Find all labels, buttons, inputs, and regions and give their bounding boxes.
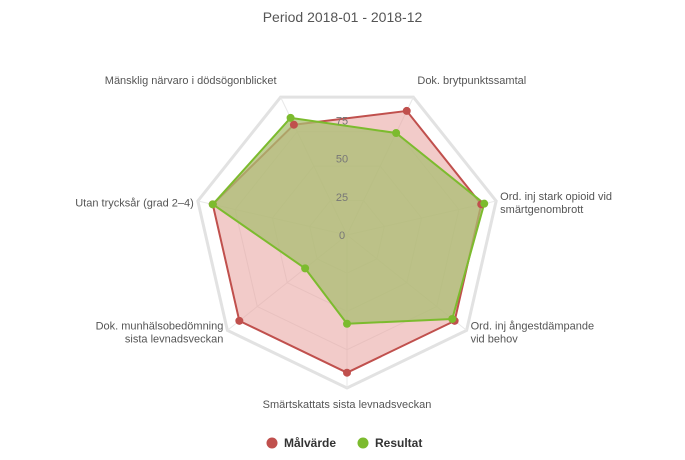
chart-title: Period 2018-01 - 2018-12	[263, 9, 423, 25]
data-point-malvarde	[343, 368, 351, 377]
data-point-resultat	[208, 200, 217, 209]
legend-item: Målvärde	[266, 436, 336, 450]
axis-label: Ord. inj stark opioid vid smärtgenombrott	[500, 191, 612, 216]
legend-label: Resultat	[375, 436, 422, 450]
axis-label-line: Mänsklig närvaro i dödsögonblicket	[105, 75, 277, 87]
tick-label: 25	[336, 192, 348, 204]
axis-label-line: smärtgenombrott	[500, 204, 583, 216]
data-point-resultat	[301, 264, 310, 273]
axis-label: Mänsklig närvaro i dödsögonblicket	[105, 75, 277, 87]
data-point-resultat	[286, 113, 295, 122]
data-point-resultat	[480, 199, 489, 208]
axis-label: Dok. brytpunktssamtal	[417, 75, 526, 87]
legend: Målvärde Resultat	[266, 436, 422, 450]
radar-series	[208, 106, 489, 377]
legend-marker	[266, 437, 278, 449]
legend-marker	[357, 437, 369, 449]
axis-label-line: Ord. inj ångestdämpande	[471, 320, 595, 332]
data-point-malvarde	[235, 316, 244, 325]
data-point-malvarde	[289, 120, 298, 129]
data-point-resultat	[392, 128, 401, 137]
axis-label: Smärtskattats sista levnadsveckan	[263, 399, 432, 411]
data-point-malvarde	[402, 106, 411, 115]
radial-tick-labels: 0 25 50 75	[336, 115, 348, 242]
grid-ring	[196, 95, 498, 390]
axis-label-line: sista levnadsveckan	[125, 333, 223, 345]
legend-label: Målvärde	[284, 436, 336, 450]
axis-label: Dok. munhälsobedömning sista levnadsvecka…	[96, 320, 224, 345]
axis-label-line: Dok. brytpunktssamtal	[417, 75, 526, 87]
tick-label: 0	[339, 230, 345, 242]
axis-label-line: Dok. munhälsobedömning	[96, 320, 224, 332]
axis-label-line: Utan trycksår (grad 2–4)	[75, 197, 194, 209]
data-point-resultat	[343, 319, 351, 328]
series-area-resultat	[211, 116, 486, 325]
axis-label: Utan trycksår (grad 2–4)	[75, 197, 194, 209]
legend-item: Resultat	[357, 436, 422, 450]
axis-label-line: Smärtskattats sista levnadsveckan	[263, 399, 432, 411]
tick-label: 75	[336, 115, 348, 127]
axis-label-line: vid behov	[471, 333, 519, 345]
tick-label: 50	[336, 154, 348, 166]
axis-label-line: Ord. inj stark opioid vid	[500, 191, 612, 203]
data-point-resultat	[448, 314, 457, 323]
axis-category-labels: Dok. brytpunktssamtal Ord. inj stark opio…	[75, 75, 612, 411]
axis-label: Ord. inj ångestdämpande vid behov	[471, 320, 595, 345]
